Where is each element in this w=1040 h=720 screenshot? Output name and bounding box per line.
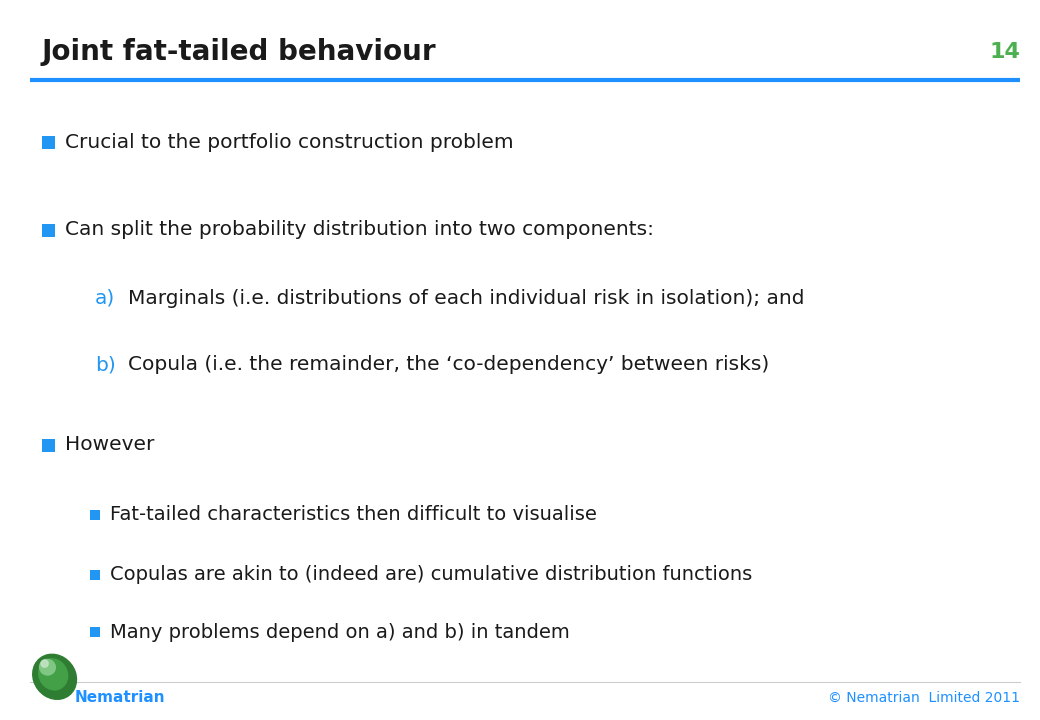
Text: Copulas are akin to (indeed are) cumulative distribution functions: Copulas are akin to (indeed are) cumulat… bbox=[110, 565, 752, 585]
Text: Marginals (i.e. distributions of each individual risk in isolation); and: Marginals (i.e. distributions of each in… bbox=[128, 289, 805, 307]
Text: a): a) bbox=[95, 289, 115, 307]
Text: Can split the probability distribution into two components:: Can split the probability distribution i… bbox=[64, 220, 654, 240]
Text: Joint fat-tailed behaviour: Joint fat-tailed behaviour bbox=[42, 38, 437, 66]
Text: Fat-tailed characteristics then difficult to visualise: Fat-tailed characteristics then difficul… bbox=[110, 505, 597, 524]
FancyBboxPatch shape bbox=[90, 570, 100, 580]
Ellipse shape bbox=[38, 659, 68, 690]
Text: Many problems depend on a) and b) in tandem: Many problems depend on a) and b) in tan… bbox=[110, 623, 570, 642]
Ellipse shape bbox=[41, 660, 48, 667]
FancyBboxPatch shape bbox=[42, 135, 55, 148]
Text: © Nematrian  Limited 2011: © Nematrian Limited 2011 bbox=[828, 691, 1020, 705]
FancyBboxPatch shape bbox=[42, 223, 55, 236]
Text: Nematrian: Nematrian bbox=[75, 690, 165, 706]
FancyBboxPatch shape bbox=[90, 510, 100, 520]
Text: 14: 14 bbox=[989, 42, 1020, 62]
FancyBboxPatch shape bbox=[42, 438, 55, 451]
Ellipse shape bbox=[32, 654, 77, 699]
Ellipse shape bbox=[40, 660, 55, 675]
Text: However: However bbox=[64, 436, 154, 454]
FancyBboxPatch shape bbox=[90, 627, 100, 637]
Text: b): b) bbox=[95, 356, 115, 374]
Text: Crucial to the portfolio construction problem: Crucial to the portfolio construction pr… bbox=[64, 132, 514, 151]
Text: Copula (i.e. the remainder, the ‘co-dependency’ between risks): Copula (i.e. the remainder, the ‘co-depe… bbox=[128, 356, 770, 374]
